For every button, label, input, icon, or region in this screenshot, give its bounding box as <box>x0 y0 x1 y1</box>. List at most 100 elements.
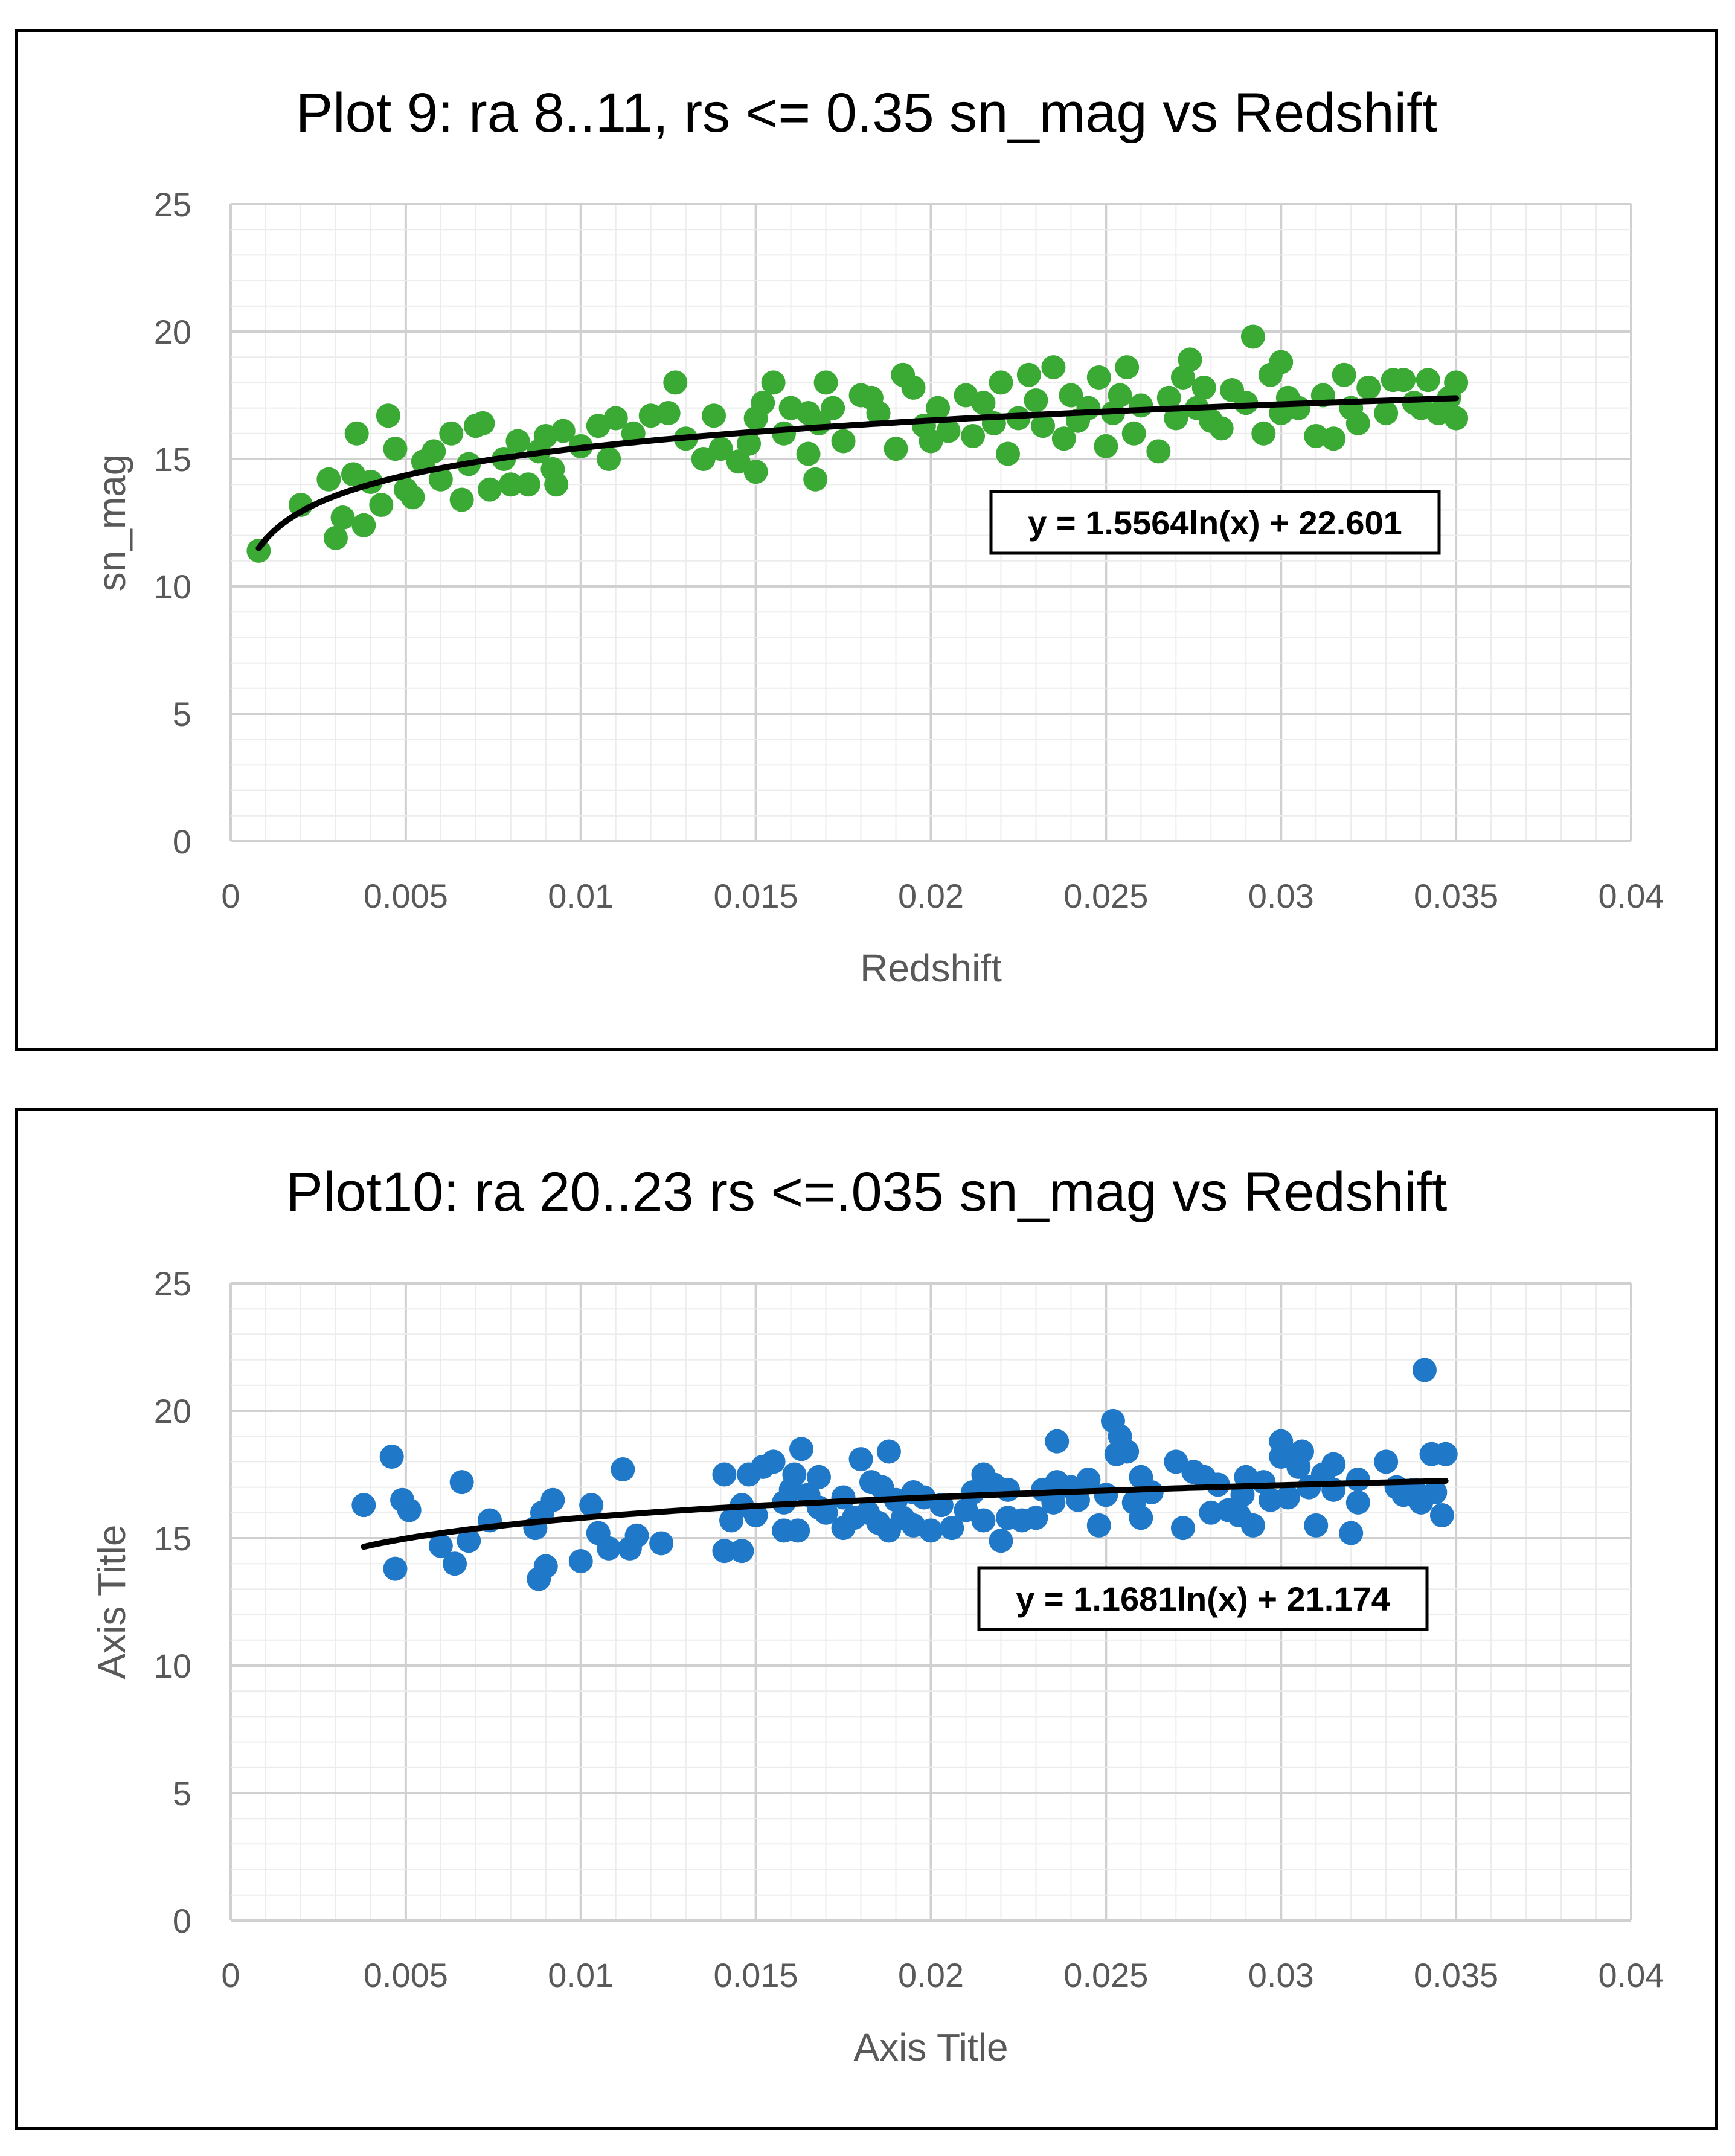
data-point <box>971 391 996 415</box>
data-point <box>397 1498 422 1522</box>
data-point <box>323 525 348 550</box>
data-point <box>624 1523 649 1548</box>
data-point <box>1129 1506 1153 1530</box>
data-point <box>1051 426 1076 451</box>
data-point <box>1345 411 1370 435</box>
data-point <box>1170 1516 1195 1541</box>
data-point <box>1209 416 1234 441</box>
gridlines <box>229 203 1632 842</box>
data-point <box>344 421 369 446</box>
x-tick-label: 0.04 <box>1599 1956 1664 1994</box>
y-axis-label: sn_mag <box>90 454 133 592</box>
y-tick-label: 0 <box>173 1902 191 1940</box>
data-point <box>702 403 726 428</box>
y-tick-label: 25 <box>154 185 191 223</box>
data-point <box>1269 350 1294 374</box>
equation-box-border <box>989 490 1441 555</box>
data-point <box>761 1449 786 1474</box>
data-point <box>743 460 768 484</box>
data-point <box>831 429 856 454</box>
data-point <box>919 1518 943 1543</box>
y-tick-label: 25 <box>154 1265 191 1303</box>
x-tick-label: 0.035 <box>1414 877 1498 915</box>
data-point <box>1115 1439 1140 1464</box>
data-point <box>737 431 762 456</box>
y-tick-label: 10 <box>154 568 191 606</box>
trendline <box>255 395 1460 551</box>
data-point <box>961 424 986 449</box>
chart-panel-plot-10: Plot10: ra 20..23 rs <=.035 sn_mag vs Re… <box>15 1108 1718 2130</box>
data-point <box>544 472 569 497</box>
data-point <box>603 406 628 431</box>
x-tick-label: 0.015 <box>714 877 798 915</box>
data-point <box>449 487 474 512</box>
data-point <box>1286 396 1311 420</box>
data-point <box>1290 1439 1315 1464</box>
data-point <box>1115 355 1140 380</box>
y-tick-label: 15 <box>154 440 191 478</box>
chart-svg: Plot10: ra 20..23 rs <=.035 sn_mag vs Re… <box>90 1161 1664 2069</box>
y-tick-label: 20 <box>154 313 191 351</box>
data-point <box>996 441 1021 466</box>
data-point <box>478 477 502 502</box>
data-point <box>726 449 751 474</box>
data-point <box>813 1500 838 1525</box>
data-point <box>691 447 716 471</box>
y-tick-label: 20 <box>154 1392 191 1430</box>
data-point <box>505 429 530 454</box>
x-tick-label: 0.02 <box>898 877 964 915</box>
x-tick-label: 0.015 <box>714 1956 798 1994</box>
data-point <box>1129 393 1153 418</box>
data-point <box>1321 1452 1346 1477</box>
data-point <box>1251 421 1276 446</box>
data-point <box>369 492 394 517</box>
data-point <box>848 1447 873 1472</box>
data-points <box>246 324 1469 563</box>
data-point <box>803 467 828 492</box>
data-point <box>649 1531 674 1556</box>
x-tick-label: 0.01 <box>548 877 614 915</box>
data-point <box>428 1533 453 1558</box>
x-axis-label: Axis Title <box>853 2026 1008 2069</box>
data-point <box>1356 375 1381 400</box>
data-point <box>316 467 341 492</box>
data-point <box>813 370 838 395</box>
data-point <box>400 485 425 510</box>
data-point <box>1059 383 1083 408</box>
data-point <box>1339 1521 1364 1545</box>
data-point <box>498 472 523 497</box>
data-point <box>782 1462 807 1487</box>
data-point <box>540 1487 565 1512</box>
data-point <box>579 1493 604 1518</box>
data-point <box>866 401 891 426</box>
data-point <box>772 421 797 446</box>
trendline-equation-box: y = 1.5564ln(x) + 22.601 <box>989 490 1441 555</box>
data-point <box>821 396 845 420</box>
x-tick-label: 0.02 <box>898 1956 964 1994</box>
data-point <box>1031 414 1056 438</box>
data-point <box>789 1437 813 1461</box>
data-point <box>1321 426 1346 451</box>
chart-svg: Plot 9: ra 8..11, rs <= 0.35 sn_mag vs R… <box>90 82 1664 990</box>
x-tick-label: 0.04 <box>1599 877 1664 915</box>
data-point <box>712 1462 737 1487</box>
data-point <box>516 472 540 497</box>
data-point <box>1433 1442 1458 1466</box>
data-point <box>1275 1485 1300 1510</box>
data-point <box>786 1518 810 1543</box>
chart-panel-plot-9: Plot 9: ra 8..11, rs <= 0.35 sn_mag vs R… <box>15 29 1718 1051</box>
data-point <box>383 437 408 461</box>
trendline-equation: y = 1.5564ln(x) + 22.601 <box>1028 504 1402 542</box>
data-point <box>936 419 961 443</box>
data-point <box>1345 1467 1370 1492</box>
data-point <box>884 437 908 461</box>
data-point <box>876 1439 901 1464</box>
data-point <box>1041 355 1066 380</box>
data-point <box>1156 385 1181 410</box>
data-point <box>730 1539 754 1564</box>
data-point <box>989 1529 1013 1553</box>
chart-title: Plot10: ra 20..23 rs <=.035 sn_mag vs Re… <box>286 1161 1448 1223</box>
data-point <box>1444 406 1469 431</box>
data-point <box>1016 362 1041 387</box>
y-axis-label: Axis Title <box>90 1524 133 1679</box>
